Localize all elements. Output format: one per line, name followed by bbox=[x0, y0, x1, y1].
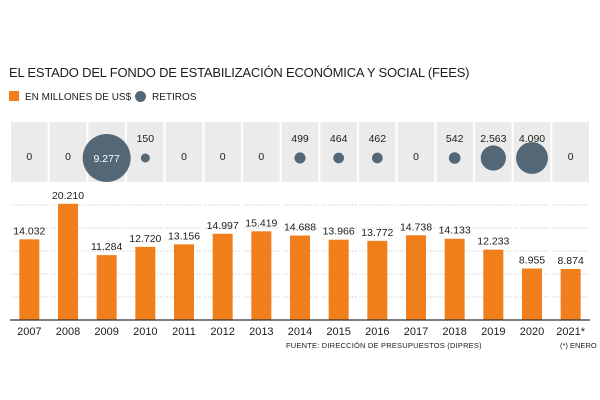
bar-value-label-2016: 13.772 bbox=[361, 227, 393, 239]
withdrawal-label-2018: 542 bbox=[446, 133, 464, 145]
x-tick-label-2007: 2007 bbox=[17, 326, 41, 338]
bar-value-label-2010: 12.720 bbox=[129, 233, 161, 245]
bar-value-label-2019: 12.233 bbox=[477, 236, 509, 248]
bar-2015 bbox=[328, 239, 349, 320]
bar-value-label-2012: 14.997 bbox=[207, 220, 239, 232]
x-tick-label-2020: 2020 bbox=[520, 326, 544, 338]
source-note: FUENTE: DIRECCIÓN DE PRESUPUESTOS (DIPRE… bbox=[286, 341, 482, 350]
withdrawal-bubble-2015 bbox=[333, 152, 345, 164]
x-tick-label-2018: 2018 bbox=[442, 326, 466, 338]
gray-circle-icon bbox=[135, 91, 146, 102]
chart-title: EL ESTADO DEL FONDO DE ESTABILIZACIÓN EC… bbox=[9, 65, 470, 80]
bar-value-label-2018: 14.133 bbox=[439, 225, 471, 237]
x-tick-label-2012: 2012 bbox=[210, 326, 234, 338]
bar-value-label-2020: 8.955 bbox=[519, 255, 545, 267]
withdrawal-bubble-2018 bbox=[448, 152, 461, 164]
withdrawal-label-2014: 499 bbox=[291, 133, 309, 145]
withdrawal-label-2016: 462 bbox=[369, 133, 387, 145]
withdrawal-label-2011: 0 bbox=[181, 151, 187, 163]
bar-2013 bbox=[251, 231, 272, 320]
withdrawal-label-2012: 0 bbox=[220, 151, 226, 163]
bar-2010 bbox=[135, 246, 156, 320]
x-tick-label-2010: 2010 bbox=[133, 326, 157, 338]
withdrawal-bubble-2019 bbox=[480, 145, 506, 171]
bar-2012 bbox=[212, 233, 233, 320]
bar-2019 bbox=[483, 249, 504, 320]
bar-2021* bbox=[560, 268, 581, 320]
bar-2018 bbox=[444, 238, 465, 320]
x-tick-label-2021*: 2021* bbox=[556, 326, 585, 338]
bar-value-label-2014: 14.688 bbox=[284, 222, 316, 234]
withdrawal-label-2009: 9.277 bbox=[94, 153, 120, 165]
withdrawal-label-2007: 0 bbox=[26, 151, 32, 163]
bar-value-label-2011: 13.156 bbox=[168, 230, 200, 242]
bar-2008 bbox=[58, 203, 78, 320]
bar-value-label-2017: 14.738 bbox=[400, 221, 432, 233]
x-tick-label-2008: 2008 bbox=[56, 326, 80, 338]
bar-2009 bbox=[96, 255, 117, 320]
x-tick-label-2013: 2013 bbox=[249, 326, 273, 338]
withdrawal-label-2010: 150 bbox=[137, 133, 155, 145]
x-tick-label-2016: 2016 bbox=[365, 326, 389, 338]
bar-value-label-2009: 11.284 bbox=[91, 241, 122, 253]
withdrawal-bubble-2020 bbox=[516, 142, 548, 174]
x-tick-label-2015: 2015 bbox=[326, 326, 350, 338]
bar-value-label-2015: 13.966 bbox=[323, 226, 355, 238]
bar-value-label-2021*: 8.874 bbox=[558, 255, 584, 267]
bar-2011 bbox=[174, 244, 194, 320]
x-tick-label-2014: 2014 bbox=[288, 326, 312, 338]
withdrawal-bubble-2010 bbox=[140, 153, 150, 163]
withdrawal-bubble-2009 bbox=[82, 134, 131, 182]
legend-item-withdrawals: RETIROS bbox=[135, 91, 196, 103]
bar-2014 bbox=[290, 235, 310, 320]
legend-label-amount: EN MILLONES DE US$ bbox=[25, 92, 132, 103]
withdrawal-label-2017: 0 bbox=[413, 151, 419, 163]
withdrawal-label-2019: 2.563 bbox=[480, 133, 506, 145]
bar-2016 bbox=[367, 240, 388, 320]
footnote: (*) ENERO bbox=[560, 341, 597, 350]
bar-2020 bbox=[522, 268, 542, 320]
x-tick-label-2017: 2017 bbox=[404, 326, 428, 338]
bar-2017 bbox=[406, 235, 426, 320]
withdrawal-label-2021*: 0 bbox=[568, 151, 574, 163]
withdrawal-label-2015: 464 bbox=[330, 133, 348, 145]
orange-square-icon bbox=[9, 91, 19, 101]
legend-item-amount: EN MILLONES DE US$ bbox=[9, 91, 131, 103]
x-tick-label-2011: 2011 bbox=[172, 326, 196, 338]
bar-2007 bbox=[19, 239, 40, 320]
bar-value-label-2013: 15.419 bbox=[245, 217, 277, 229]
x-tick-label-2019: 2019 bbox=[481, 326, 505, 338]
withdrawal-bubble-2016 bbox=[371, 152, 383, 164]
x-tick-label-2009: 2009 bbox=[94, 326, 118, 338]
withdrawal-label-2020: 4.090 bbox=[519, 133, 545, 145]
withdrawal-label-2008: 0 bbox=[65, 151, 71, 163]
withdrawal-label-2013: 0 bbox=[258, 151, 264, 163]
legend-label-withdrawals: RETIROS bbox=[152, 92, 197, 103]
withdrawal-bubble-2014 bbox=[294, 152, 306, 164]
bar-value-label-2007: 14.032 bbox=[13, 225, 45, 237]
bar-value-label-2008: 20.210 bbox=[52, 190, 84, 202]
